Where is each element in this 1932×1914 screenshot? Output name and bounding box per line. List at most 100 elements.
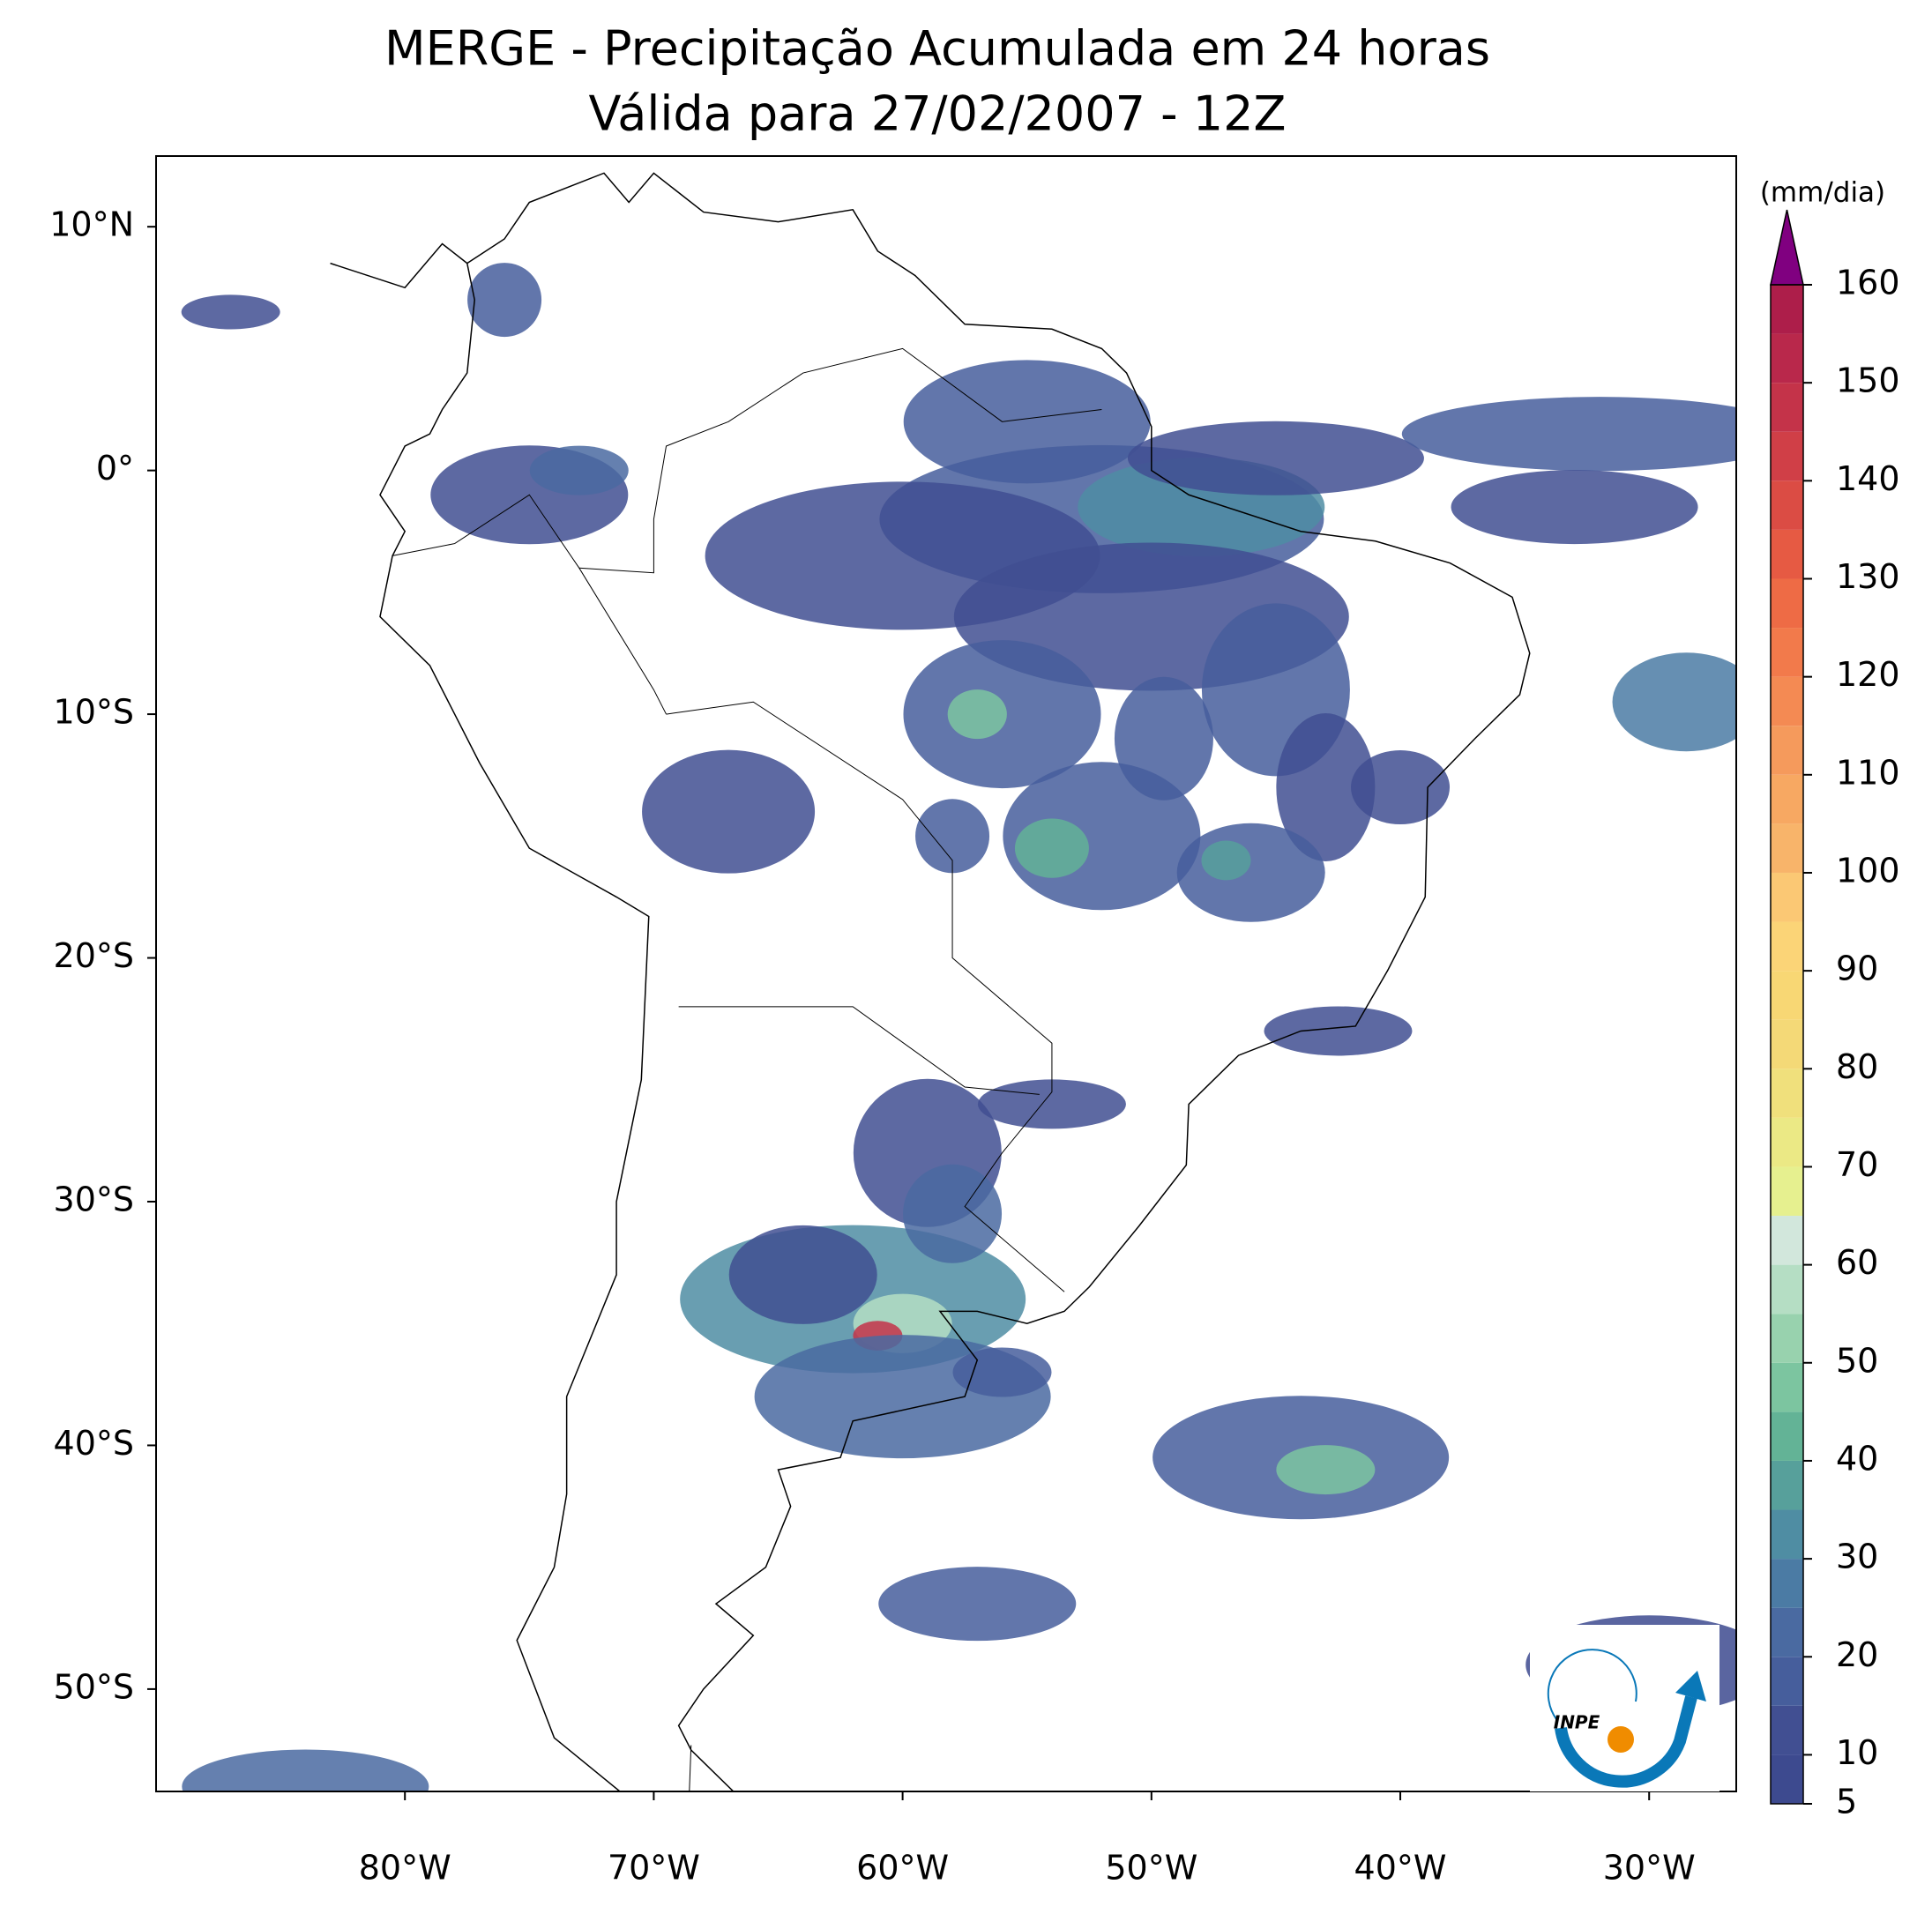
colorbar-band [1771,1314,1803,1363]
colorbar-tick-label: 130 [1836,557,1900,596]
logo-text: INPE [1554,1712,1600,1733]
x-tick-label: 50°W [1105,1849,1197,1888]
colorbar-band [1771,480,1803,530]
colorbar-band [1771,676,1803,726]
colorbar-tick-label: 140 [1836,459,1900,498]
colorbar-tick-label: 90 [1836,950,1878,988]
colorbar-band [1771,774,1803,824]
precip-patch [1264,1006,1413,1056]
y-tick-label: 10°N [49,205,134,244]
colorbar-tick-label: 60 [1836,1243,1878,1282]
colorbar-band [1771,383,1803,432]
colorbar-tick-label: 5 [1836,1783,1857,1821]
x-tick-label: 30°W [1603,1849,1696,1888]
colorbar-label: (mm/dia) [1760,177,1885,209]
colorbar-tick-label: 10 [1836,1733,1878,1772]
precip-patch [1451,470,1698,545]
precip-patch [728,1225,877,1324]
colorbar-band [1771,872,1803,922]
logo-arrowhead [1675,1671,1706,1702]
border [578,347,1102,574]
colorbar-band [1771,1069,1803,1118]
colorbar-tick-label: 70 [1836,1145,1878,1184]
y-tick-label: 50°S [54,1667,134,1706]
border [689,1745,692,1791]
colorbar-band [1771,1460,1803,1510]
precip-patch [1176,823,1325,922]
precip-patch [1014,818,1089,878]
logo-arc [1555,1695,1697,1788]
precip-patch [903,360,1151,484]
x-tick-label: 60°W [856,1849,949,1888]
x-tick-label: 40°W [1354,1849,1447,1888]
border [678,1006,1040,1095]
colorbar-band [1771,1264,1803,1314]
title-line-2: Válida para 27/02/2007 - 12Z [589,86,1287,142]
colorbar-band [1771,1166,1803,1217]
map-frame [155,155,1737,1792]
border [392,494,667,715]
precip-patch [878,1567,1077,1642]
precip-patch [903,1164,1003,1263]
title-line-1: MERGE - Precipitação Acumulada em 24 hor… [384,21,1490,77]
colorbar-band [1771,285,1803,334]
precip-patch [642,749,816,874]
border [666,701,1065,1292]
colorbar-band [1771,628,1803,677]
coastline-isthmus [330,242,468,289]
y-tick-label: 40°S [54,1424,134,1463]
precip-patch [1127,421,1424,495]
colorbar-band [1771,1216,1803,1265]
precip-patch [1276,1445,1376,1495]
colorbar-band [1771,1657,1803,1706]
logo-sun [1608,1726,1634,1753]
precip-patch [1351,750,1451,825]
y-tick-label: 0° [96,449,134,488]
colorbar-tick-label: 40 [1836,1439,1878,1478]
colorbar-band [1771,726,1803,775]
precip-patch [1201,840,1251,881]
colorbar-tick-label: 20 [1836,1635,1878,1674]
colorbar-band [1771,1705,1803,1755]
colorbar-tick-label: 110 [1836,753,1900,792]
precip-patch [1276,713,1376,862]
colorbar-band [1771,431,1803,481]
x-tick-label: 70°W [608,1849,700,1888]
colorbar-band [1771,1607,1803,1657]
precip-patch [947,689,1007,740]
logo-orbit [1547,1649,1637,1720]
colorbar-tick-label: 160 [1836,264,1900,302]
colorbar-band [1771,529,1803,579]
precip-patch [181,294,280,330]
x-tick-label: 80°W [359,1849,451,1888]
colorbar-band [1771,333,1803,384]
colorbar-band [1771,823,1803,873]
colorbar-frame [1770,284,1804,1805]
precip-patch [1612,652,1736,752]
colorbar-extend [1770,209,1804,286]
precip-patch [467,263,542,338]
colorbar-band [1771,578,1803,629]
colorbar-band [1771,1117,1803,1167]
colorbar-band [1771,1509,1803,1560]
colorbar-tick-label: 150 [1836,361,1900,400]
colorbar-band [1771,1362,1803,1412]
colorbar-tick-label: 30 [1836,1538,1878,1576]
y-tick-label: 10°S [54,693,134,732]
colorbar-band [1771,1411,1803,1461]
colorbar-tick-label: 50 [1836,1341,1878,1380]
y-tick-label: 30°S [54,1180,134,1218]
colorbar-band [1771,1754,1803,1804]
precip-patch [529,445,629,495]
inpe-logo: INPE [1530,1625,1719,1791]
y-tick-label: 20°S [54,936,134,975]
colorbar-band [1771,971,1803,1020]
precip-patch [1401,397,1736,472]
colorbar-band [1771,1019,1803,1069]
precip-patch [182,1749,429,1791]
precip-patch [1114,676,1213,801]
map-area [181,172,1736,1791]
colorbar-band [1771,921,1803,972]
colorbar-tick-label: 100 [1836,851,1900,890]
